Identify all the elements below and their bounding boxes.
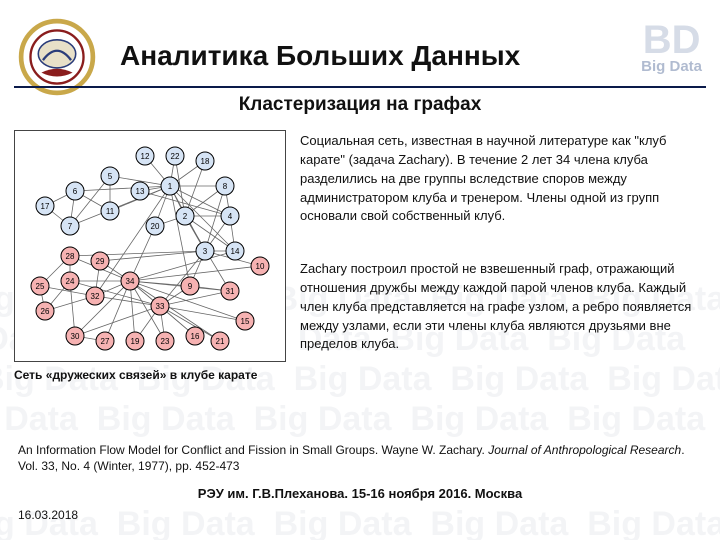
reference: An Information Flow Model for Conflict a… bbox=[18, 442, 702, 474]
svg-text:8: 8 bbox=[223, 182, 228, 191]
svg-text:15: 15 bbox=[241, 317, 250, 326]
footer-line: РЭУ им. Г.В.Плеханова. 15-16 ноября 2016… bbox=[0, 486, 720, 501]
svg-text:1: 1 bbox=[168, 182, 173, 191]
svg-text:17: 17 bbox=[41, 202, 50, 211]
graph-caption: Сеть «дружеских связей» в клубе карате bbox=[14, 368, 294, 382]
svg-text:34: 34 bbox=[126, 277, 135, 286]
svg-text:22: 22 bbox=[171, 152, 180, 161]
header-rule bbox=[14, 86, 706, 88]
svg-text:25: 25 bbox=[36, 282, 45, 291]
svg-text:30: 30 bbox=[71, 332, 80, 341]
page-title: Аналитика Больших Данных bbox=[120, 40, 520, 72]
svg-text:19: 19 bbox=[131, 337, 140, 346]
svg-text:12: 12 bbox=[141, 152, 150, 161]
svg-text:9: 9 bbox=[188, 282, 193, 291]
svg-text:26: 26 bbox=[41, 307, 50, 316]
svg-text:7: 7 bbox=[68, 222, 73, 231]
svg-text:27: 27 bbox=[101, 337, 110, 346]
svg-text:18: 18 bbox=[201, 157, 210, 166]
svg-text:33: 33 bbox=[156, 302, 165, 311]
svg-text:11: 11 bbox=[106, 207, 115, 216]
footer-date: 16.03.2018 bbox=[18, 508, 78, 522]
paragraph-2: Zachary построил простой не взвешенный г… bbox=[300, 260, 702, 354]
svg-text:2: 2 bbox=[183, 212, 188, 221]
svg-text:24: 24 bbox=[66, 277, 75, 286]
svg-text:10: 10 bbox=[256, 262, 265, 271]
karate-network-diagram: 1234567891011121314151617181920212223242… bbox=[14, 130, 286, 362]
subtitle: Кластеризация на графах bbox=[0, 94, 720, 116]
watermark: Big Data Big Data Big Data Big Data Big … bbox=[0, 400, 705, 439]
svg-text:23: 23 bbox=[161, 337, 170, 346]
bigdata-badge: BD Big Data bbox=[641, 22, 702, 75]
svg-text:29: 29 bbox=[96, 257, 105, 266]
svg-text:14: 14 bbox=[231, 247, 240, 256]
svg-text:4: 4 bbox=[228, 212, 233, 221]
svg-text:13: 13 bbox=[136, 187, 145, 196]
paragraph-1: Социальная сеть, известная в научной лит… bbox=[300, 132, 702, 226]
watermark: Big Data Big Data Big Data Big Data Big … bbox=[0, 505, 720, 540]
svg-text:21: 21 bbox=[216, 337, 225, 346]
svg-text:32: 32 bbox=[91, 292, 100, 301]
university-logo bbox=[18, 18, 96, 96]
svg-text:20: 20 bbox=[151, 222, 160, 231]
svg-text:6: 6 bbox=[73, 187, 78, 196]
svg-text:16: 16 bbox=[191, 332, 200, 341]
svg-text:28: 28 bbox=[66, 252, 75, 261]
svg-text:5: 5 bbox=[108, 172, 113, 181]
svg-text:3: 3 bbox=[203, 247, 208, 256]
svg-text:31: 31 bbox=[226, 287, 235, 296]
